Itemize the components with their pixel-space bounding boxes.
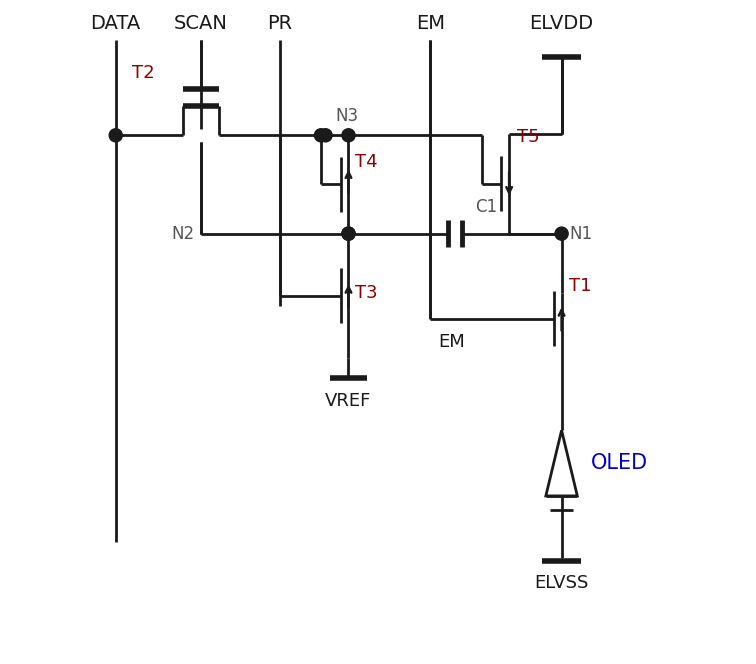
Circle shape (342, 129, 355, 142)
Text: DATA: DATA (91, 15, 141, 33)
Text: EM: EM (438, 333, 465, 351)
Circle shape (109, 129, 122, 142)
Circle shape (319, 129, 332, 142)
Text: N3: N3 (336, 107, 358, 125)
Circle shape (314, 129, 327, 142)
Circle shape (555, 227, 569, 240)
Text: T4: T4 (355, 153, 378, 171)
Text: N1: N1 (569, 224, 593, 242)
Circle shape (342, 227, 355, 240)
Text: VREF: VREF (325, 392, 372, 410)
Text: N2: N2 (172, 224, 194, 242)
Text: ELVSS: ELVSS (534, 574, 589, 592)
Text: T2: T2 (132, 64, 155, 82)
Text: PR: PR (267, 15, 293, 33)
Text: T1: T1 (569, 277, 592, 295)
Text: T3: T3 (355, 284, 378, 301)
Text: EM: EM (416, 15, 445, 33)
Text: OLED: OLED (591, 453, 648, 473)
Text: SCAN: SCAN (174, 15, 228, 33)
Text: ELVDD: ELVDD (529, 15, 593, 33)
Circle shape (342, 227, 355, 240)
Text: C1: C1 (475, 199, 497, 216)
Text: T5: T5 (517, 128, 540, 146)
